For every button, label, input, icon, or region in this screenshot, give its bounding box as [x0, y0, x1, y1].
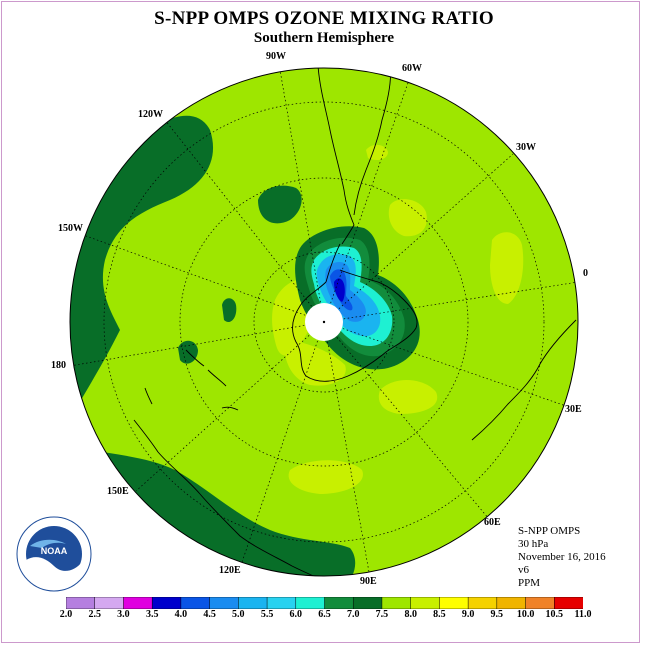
- longitude-lines: [70, 69, 578, 573]
- lon-label-90w: 90W: [266, 51, 286, 62]
- ozone-blob-90w: [258, 185, 302, 224]
- logo-text: NOAA: [41, 546, 68, 556]
- new-zealand-coast: [185, 349, 227, 387]
- colorbar-tick-label: 6.0: [289, 609, 303, 620]
- ozone-patch-d: [378, 380, 438, 414]
- info-instrument: S-NPP OMPS: [518, 525, 581, 537]
- colorbar-swatch: [123, 597, 153, 609]
- colorbar-tick-label: 9.0: [461, 609, 475, 620]
- south-america-coast: [317, 68, 355, 245]
- lon-label-0: 0: [583, 268, 588, 279]
- coastlines: [133, 68, 577, 576]
- info-block: S-NPP OMPS 30 hPa November 16, 2016 v6 P…: [518, 525, 606, 590]
- colorbar-tick-label: 3.0: [117, 609, 130, 620]
- colorbar-swatch: [496, 597, 527, 609]
- colorbar-tick-label: 8.5: [433, 609, 446, 620]
- latitude-circles: [103, 101, 545, 543]
- lon-label-120w: 120W: [138, 109, 163, 120]
- colorbar-swatch: [554, 597, 583, 609]
- info-date: November 16, 2016: [518, 551, 606, 563]
- colorbar-tick-label: 10.0: [516, 609, 535, 620]
- colorbar-tick-label: 3.5: [145, 609, 159, 620]
- colorbar-tick-label: 5.5: [260, 609, 274, 620]
- ozone-hole-3-5: [334, 278, 345, 302]
- colorbar-tick-label: 7.5: [375, 609, 389, 620]
- ozone-patch-a: [490, 232, 524, 304]
- colorbar-swatch: [66, 597, 96, 609]
- map-title: S-NPP OMPS OZONE MIXING RATIO: [154, 8, 494, 29]
- ozone-blob-small-1: [222, 298, 237, 323]
- map-boundary: [69, 67, 579, 577]
- colorbar-tick-label: 7.0: [346, 609, 360, 620]
- colorbar-tick-label: 2.0: [59, 609, 73, 620]
- info-units: PPM: [518, 577, 541, 589]
- colorbar-swatch: [180, 597, 211, 609]
- figure-border: [1, 1, 640, 643]
- antarctica-coast: [292, 269, 418, 382]
- colorbar-swatch: [266, 597, 297, 609]
- info-version: v6: [518, 564, 529, 576]
- colorbar-tick-label: 2.5: [88, 609, 101, 620]
- colorbar-swatch: [439, 597, 469, 609]
- south-pole-marker: [322, 320, 326, 324]
- colorbar-swatch: [467, 597, 498, 609]
- lon-label-60w: 60W: [402, 63, 422, 74]
- lon-label-90e: 90E: [360, 576, 377, 587]
- colorbar-swatch: [324, 597, 354, 609]
- lon-label-180: 180: [51, 360, 66, 371]
- noaa-logo: NOAA: [16, 516, 92, 592]
- colorbar-swatch: [151, 597, 182, 609]
- colorbar: [66, 597, 583, 609]
- africa-coast: [471, 319, 577, 441]
- ozone-patch-e: [288, 460, 363, 494]
- colorbar-tick-label: 9.5: [490, 609, 504, 620]
- island-1: [144, 387, 153, 405]
- lon-label-150e: 150E: [107, 486, 129, 497]
- island-2: [221, 406, 239, 411]
- colorbar-tick-label: 8.0: [404, 609, 417, 620]
- colorbar-tick-label: 6.5: [318, 609, 331, 620]
- colorbar-swatch: [352, 597, 383, 609]
- lon-label-30w: 30W: [516, 142, 536, 153]
- south-america-coast-east: [353, 68, 391, 216]
- colorbar-tick-label: 5.0: [232, 609, 245, 620]
- antarctic-peninsula: [325, 243, 341, 283]
- colorbar-swatch: [94, 597, 125, 609]
- colorbar-tick-label: 10.5: [545, 609, 564, 620]
- australia-coast: [133, 419, 333, 576]
- colorbar-swatch: [238, 597, 268, 609]
- colorbar-swatch: [381, 597, 412, 609]
- lon-label-30e: 30E: [565, 404, 582, 415]
- lon-label-120e: 120E: [219, 565, 241, 576]
- colorbar-tick-label: 4.0: [174, 609, 188, 620]
- colorbar-tick-label: 4.5: [203, 609, 216, 620]
- colorbar-swatch: [525, 597, 555, 609]
- lon-label-60e: 60E: [484, 517, 501, 528]
- map-subtitle: Southern Hemisphere: [253, 30, 395, 46]
- ozone-patch-b: [388, 199, 427, 237]
- colorbar-swatch: [410, 597, 441, 609]
- lon-label-150w: 150W: [58, 223, 83, 234]
- colorbar-tick-label: 11.0: [574, 609, 592, 620]
- colorbar-swatch: [209, 597, 239, 609]
- colorbar-swatch: [295, 597, 326, 609]
- info-level: 30 hPa: [518, 538, 549, 550]
